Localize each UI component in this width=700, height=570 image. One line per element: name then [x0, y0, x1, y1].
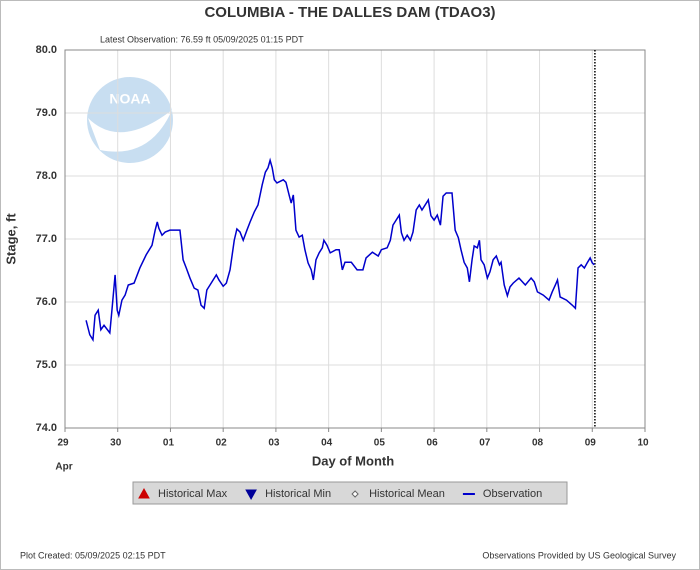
legend-label: Historical Min [265, 488, 331, 500]
legend-marker [245, 489, 257, 501]
x-tick-label: 02 [216, 438, 228, 449]
x-tick-label: 29 [57, 438, 69, 449]
x-month-label: Apr [55, 462, 72, 473]
chart-title: COLUMBIA - THE DALLES DAM (TDAO3) [204, 4, 495, 21]
legend-label: Historical Mean [369, 488, 445, 500]
legend-label: Historical Max [158, 488, 228, 500]
y-tick-label: 77.0 [36, 233, 57, 245]
y-tick-label: 80.0 [36, 44, 57, 56]
logo: NOAA [87, 77, 173, 163]
x-tick-label: 05 [374, 438, 386, 449]
x-tick-label: 06 [427, 438, 439, 449]
x-tick-label: 08 [532, 438, 544, 449]
footer-right: Observations Provided by US Geological S… [482, 550, 676, 560]
legend [132, 481, 568, 505]
plot-border [64, 49, 646, 429]
logo-text: NOAA [109, 91, 150, 107]
legend-marker [138, 487, 150, 499]
y-tick-label: 76.0 [36, 296, 57, 308]
x-tick-label: 07 [479, 438, 491, 449]
y-tick-label: 78.0 [36, 170, 57, 182]
y-tick-label: 74.0 [36, 422, 57, 434]
y-tick-label: 79.0 [36, 107, 57, 119]
legend-marker [351, 490, 359, 498]
y-tick-label: 75.0 [36, 359, 57, 371]
x-axis-label: Day of Month [312, 453, 394, 468]
x-tick-label: 09 [585, 438, 597, 449]
x-tick-label: 01 [163, 438, 175, 449]
footer-left: Plot Created: 05/09/2025 02:15 PDT [20, 550, 166, 560]
x-tick-label: 30 [110, 438, 122, 449]
observation-line [85, 157, 595, 343]
y-axis-label: Stage, ft [3, 213, 18, 265]
x-tick-label: 04 [321, 438, 333, 449]
x-tick-label: 03 [268, 438, 280, 449]
x-tick-label: 10 [637, 438, 649, 449]
subtitle: Latest Observation: 76.59 ft 05/09/2025 … [100, 34, 304, 44]
legend-label: Observation [483, 488, 542, 500]
